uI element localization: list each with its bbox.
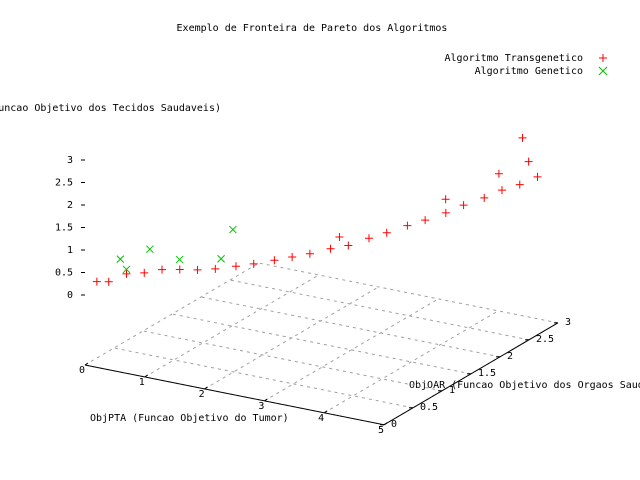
point: [344, 241, 353, 250]
z-tick-label: 0: [67, 290, 73, 301]
grid-line: [323, 310, 499, 414]
point: [104, 277, 113, 286]
legend-marker: [598, 66, 608, 76]
point: [382, 228, 391, 237]
point: [459, 201, 468, 210]
point: [175, 255, 184, 264]
grid-line: [144, 274, 320, 378]
point: [524, 157, 533, 166]
x-tick-label: 0: [79, 365, 85, 376]
z-axis-label: uncao Objetivo dos Tecidos Saudaveis): [0, 103, 221, 114]
point: [403, 221, 412, 230]
point: [231, 262, 240, 271]
axis-line: [383, 322, 559, 426]
point: [515, 180, 524, 189]
x-tick-label: 4: [318, 413, 324, 424]
point: [122, 269, 131, 278]
x-tick-label: 2: [199, 389, 205, 400]
point: [193, 265, 202, 274]
x-axis-label: ObjPTA (Funcao Objetivo do Tumor): [90, 413, 289, 424]
x-tick-label: 5: [378, 425, 384, 436]
point: [116, 255, 125, 263]
point: [305, 249, 314, 258]
z-tick-label: 1.5: [55, 223, 73, 234]
point: [494, 169, 503, 178]
legend-label: Algoritmo Genetico: [475, 66, 583, 77]
z-tick-label: 2: [67, 200, 73, 211]
point: [480, 193, 489, 202]
point: [122, 265, 131, 274]
y-tick-label: 0.5: [420, 402, 438, 413]
y-tick-label: 0: [391, 419, 397, 430]
grid-line: [142, 330, 443, 392]
legend-marker: [599, 54, 607, 62]
point: [211, 264, 220, 273]
point: [229, 225, 237, 234]
y-tick-label: 3: [565, 317, 571, 328]
grid-line: [200, 296, 501, 358]
x-tick-label: 1: [139, 377, 145, 388]
z-tick-label: 1: [67, 245, 73, 256]
y-tick-label: 1: [449, 385, 455, 396]
point: [326, 244, 335, 253]
point: [140, 268, 149, 277]
z-tick-label: 2.5: [55, 178, 73, 189]
point: [92, 277, 101, 286]
grid-line: [229, 279, 530, 341]
point: [146, 245, 154, 254]
y-tick-label: 2.5: [536, 334, 554, 345]
z-tick-label: 0.5: [55, 268, 73, 279]
grid-line: [84, 262, 260, 366]
point: [270, 256, 279, 265]
y-tick-label: 2: [507, 351, 513, 362]
point: [217, 254, 225, 263]
point: [421, 216, 430, 225]
point: [498, 186, 506, 195]
grid-line: [171, 313, 472, 375]
point: [533, 172, 542, 181]
legend-label: Algoritmo Transgenetico: [445, 53, 583, 64]
z-tick-label: 3: [67, 155, 73, 166]
x-tick-label: 3: [258, 401, 264, 412]
axis-line: [84, 364, 385, 426]
point: [441, 208, 450, 217]
y-tick-label: 1.5: [478, 368, 496, 379]
point: [158, 265, 167, 274]
point: [288, 252, 297, 261]
point: [441, 195, 450, 204]
y-axis-label: ObjOAR (Funcao Objetivo dos Orgaos Saud: [409, 380, 640, 391]
point: [364, 234, 373, 243]
point: [518, 133, 527, 142]
chart-title: Exemplo de Fronteira de Pareto dos Algor…: [177, 23, 448, 34]
point: [249, 259, 258, 268]
point: [175, 265, 184, 274]
point: [335, 233, 344, 242]
grid-line: [258, 262, 559, 324]
grid-line: [113, 347, 414, 409]
